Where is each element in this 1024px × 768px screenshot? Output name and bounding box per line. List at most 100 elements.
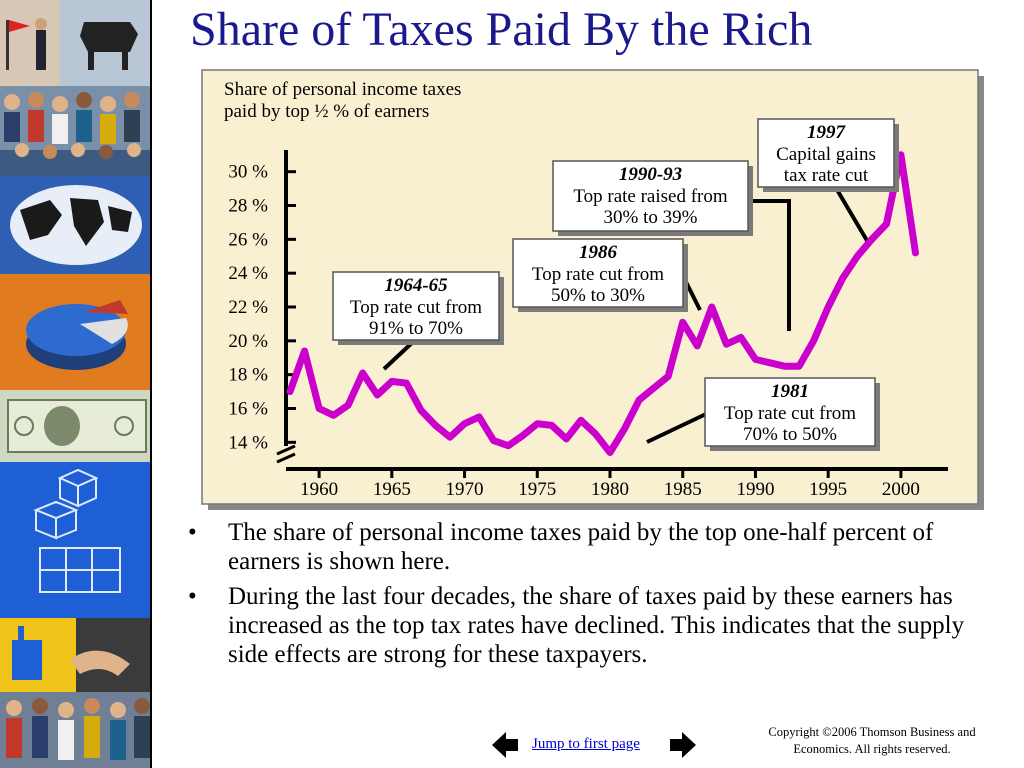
data-point	[824, 303, 832, 311]
callout-lines	[382, 186, 871, 444]
data-point	[868, 236, 876, 243]
data-point	[635, 396, 643, 404]
annotation-text: tax rate cut	[784, 165, 869, 186]
data-point	[359, 369, 366, 377]
data-point	[854, 253, 861, 260]
annotation-text: 30% to 39%	[604, 207, 698, 228]
annotation-text: Capital gains	[776, 144, 876, 165]
data-point	[694, 342, 701, 350]
y-tick-label: 30 %	[228, 162, 268, 183]
copyright-line: Copyright ©2006 Thomson Business and	[768, 725, 976, 739]
sidebar-panel-crowd-top	[0, 86, 152, 176]
data-point	[577, 417, 585, 424]
bullet-text: The share of personal income taxes paid …	[228, 519, 934, 575]
x-tick-label: 1970	[446, 479, 484, 500]
data-point	[723, 341, 730, 348]
data-point	[432, 422, 439, 429]
sidebar-panel-bull	[0, 0, 152, 86]
y-ticks: 14 % 16 % 18 % 20 % 22 % 24 % 26 % 28 % 30 %	[228, 162, 296, 453]
data-point	[766, 359, 774, 367]
data-point	[839, 275, 846, 282]
x-tick-label: 1975	[518, 479, 556, 500]
bullet-dot: •	[188, 583, 197, 610]
data-point	[795, 363, 803, 370]
annotation-heading: 1964-65	[384, 275, 448, 296]
annotation-box	[332, 271, 500, 341]
data-point	[606, 449, 614, 456]
data-point	[592, 430, 599, 438]
annotation-box	[512, 238, 684, 308]
copyright-notice: Copyright ©2006 Thomson Business and Eco…	[752, 724, 992, 758]
data-point	[417, 406, 425, 414]
annotation-box	[757, 118, 895, 188]
jump-to-first-page-link[interactable]: Jump to first page	[532, 736, 640, 752]
previous-arrow-icon[interactable]	[492, 730, 518, 760]
bullet-item: • The share of personal income taxes paid…	[186, 518, 996, 576]
data-point	[883, 220, 890, 228]
callout-connector	[382, 339, 416, 371]
bullet-list: • The share of personal income taxes paid…	[186, 518, 996, 675]
data-point	[679, 319, 686, 326]
copyright-line: Economics. All rights reserved.	[793, 742, 951, 756]
y-axis-label-line-1: Share of personal income taxes	[224, 79, 461, 100]
axis-break-icon	[276, 444, 296, 464]
x-tick-label: 1980	[591, 479, 629, 500]
callout-connector	[646, 412, 707, 444]
sidebar-panel-cubes	[0, 462, 152, 618]
y-tick-label: 20 %	[228, 331, 268, 352]
annotation-heading: 1997	[807, 122, 847, 143]
data-point	[548, 422, 556, 429]
data-point	[344, 401, 352, 409]
annotation-heading: 1981	[771, 381, 809, 402]
x-tick-label: 1995	[809, 479, 847, 500]
data-point	[664, 373, 672, 380]
sidebar-panel-handshake	[0, 618, 152, 692]
data-point	[475, 413, 483, 421]
callout-connector	[834, 186, 871, 246]
x-ticks: 1960 1965 1970 1975 1980 1985 1990 1995 2000	[300, 467, 920, 500]
annotation-box	[704, 377, 876, 447]
data-point	[708, 303, 716, 311]
y-tick-label: 24 %	[228, 263, 268, 284]
data-point	[315, 405, 323, 412]
data-point	[752, 356, 759, 363]
next-arrow-icon[interactable]	[670, 730, 696, 760]
data-point	[737, 334, 745, 341]
data-point	[621, 425, 628, 432]
x-tick-label: 1965	[373, 479, 411, 500]
data-point	[388, 378, 396, 385]
x-tick-label: 1960	[300, 479, 338, 500]
data-point	[446, 434, 454, 441]
annotation-heading: 1986	[579, 242, 618, 263]
annotation-text: Top rate cut from	[350, 297, 482, 318]
x-tick-label: 1985	[664, 479, 702, 500]
slide-title: Share of Taxes Paid By the Rich	[190, 3, 813, 56]
data-point	[461, 420, 468, 427]
annotation-text: 91% to 70%	[369, 318, 463, 339]
data-point	[490, 437, 497, 444]
data-point	[519, 432, 526, 439]
decorative-sidebar	[0, 0, 152, 768]
data-point	[912, 249, 919, 257]
data-point	[301, 347, 308, 355]
annotation-text: 70% to 50%	[743, 424, 837, 445]
data-point	[534, 420, 541, 427]
annotation-text: Top rate cut from	[532, 264, 664, 285]
y-tick-label: 16 %	[228, 398, 268, 419]
x-tick-label: 2000	[882, 479, 920, 500]
data-points	[286, 151, 919, 456]
x-tick-label: 1990	[736, 479, 774, 500]
sidebar-panel-globe	[0, 176, 152, 274]
y-tick-label: 14 %	[228, 432, 268, 453]
annotation-heading: 1990-93	[619, 164, 682, 185]
data-point	[897, 151, 905, 158]
annotation-text: 50% to 30%	[551, 285, 645, 306]
data-point	[330, 412, 337, 419]
y-tick-label: 22 %	[228, 297, 268, 318]
annotation-text: Top rate cut from	[724, 403, 856, 424]
